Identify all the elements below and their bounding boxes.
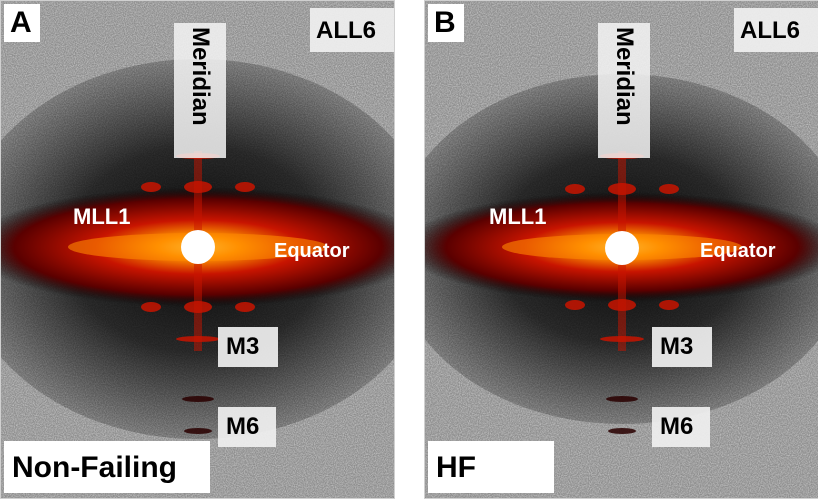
panel-letter: B bbox=[428, 4, 464, 42]
equator-label: Equator bbox=[700, 240, 776, 262]
m6-label: M6 bbox=[218, 407, 276, 447]
meridian-label: Meridian bbox=[611, 27, 638, 126]
panel-letter: A bbox=[4, 4, 40, 42]
condition-label: HF bbox=[428, 441, 554, 493]
m3-label: M3 bbox=[218, 327, 278, 367]
mll1-label: MLL1 bbox=[73, 204, 131, 229]
all6-label: ALL6 bbox=[310, 8, 394, 52]
condition-label: Non-Failing bbox=[4, 441, 210, 493]
meridian-label-box: Meridian bbox=[174, 23, 226, 158]
all6-label: ALL6 bbox=[734, 8, 818, 52]
m3-label: M3 bbox=[652, 327, 712, 367]
equator-label: Equator bbox=[274, 240, 350, 262]
meridian-label: Meridian bbox=[187, 27, 214, 126]
xray-diffraction-pattern-b bbox=[425, 1, 818, 498]
m6-label: M6 bbox=[652, 407, 710, 447]
panel-a: A ALL6 Meridian MLL1 Equator M3 M6 Non-F… bbox=[0, 0, 395, 499]
panel-b: B ALL6 Meridian MLL1 Equator M3 M6 HF bbox=[424, 0, 818, 499]
meridian-label-box: Meridian bbox=[598, 23, 650, 158]
mll1-label: MLL1 bbox=[489, 204, 547, 229]
